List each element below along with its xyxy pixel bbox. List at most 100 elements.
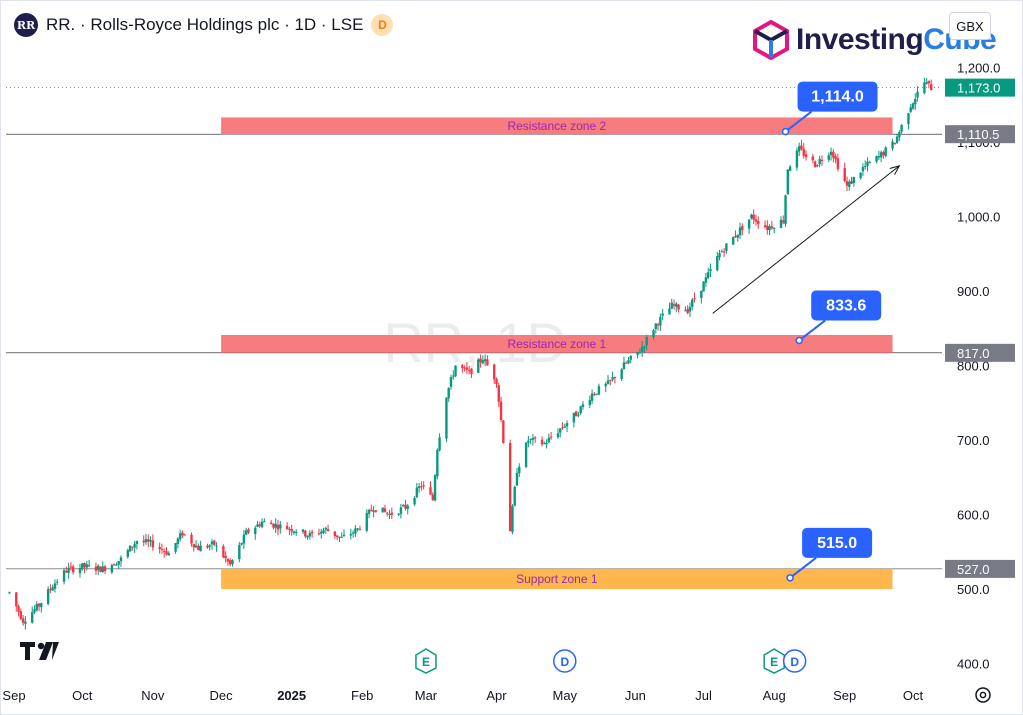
candle-body: [285, 525, 289, 530]
callout-label: 833.6: [826, 297, 866, 314]
candle-body: [397, 513, 400, 515]
candle-body: [417, 486, 421, 488]
candle-body: [386, 512, 389, 514]
candle-body: [725, 243, 728, 251]
candle-body: [672, 304, 676, 306]
candle-body: [741, 226, 744, 231]
candle-body: [900, 124, 903, 132]
dividend-event-icon: [553, 649, 577, 673]
candle-body: [629, 355, 632, 360]
candle-body: [112, 564, 116, 566]
candle-body: [818, 158, 821, 165]
candle-body: [438, 437, 441, 451]
candle-body: [561, 427, 564, 429]
candle-body: [413, 497, 416, 505]
dividend-event-label: D: [560, 655, 569, 669]
candle-body: [574, 411, 578, 417]
candle-body: [383, 508, 387, 512]
candle-body: [763, 225, 767, 227]
candle-body: [351, 532, 355, 534]
candle-body: [192, 544, 195, 548]
candle-body: [306, 535, 309, 538]
x-tick-label: Apr: [486, 688, 507, 703]
candle-body: [158, 547, 161, 549]
candle-body: [333, 531, 337, 537]
candle-body: [515, 472, 519, 486]
last-price-tag: [945, 78, 1015, 97]
earnings-event-icon: [415, 648, 437, 674]
candle-body: [144, 539, 148, 543]
candle-body: [670, 302, 673, 309]
candle-body: [907, 113, 910, 125]
candle-body: [390, 512, 394, 515]
candle-body: [215, 545, 218, 547]
candle-body: [420, 486, 423, 488]
x-tick-label: 2025: [277, 688, 306, 703]
candle-body: [565, 423, 569, 427]
callout-pointer: [798, 319, 826, 342]
candle-body: [497, 385, 500, 402]
candle-body: [208, 545, 211, 547]
candle-body: [877, 156, 881, 158]
candle-body: [199, 545, 202, 552]
candle-body: [813, 161, 817, 168]
candle-body: [174, 543, 177, 552]
candle-body: [31, 612, 34, 623]
candle-body: [866, 161, 869, 166]
settings-icon[interactable]: [974, 686, 992, 704]
candle-body: [652, 330, 655, 338]
x-tick-label: May: [552, 688, 577, 703]
last-price-tag-label: 1,173.0: [957, 81, 1000, 96]
candle-body: [467, 370, 471, 372]
candles: [8, 77, 933, 630]
candle-body: [254, 527, 257, 535]
candle-body: [722, 251, 726, 253]
candle-body: [274, 523, 277, 528]
candle-body: [401, 505, 405, 507]
candle-body: [222, 546, 225, 558]
candle-body: [898, 131, 901, 138]
chart-title[interactable]: RR. · Rolls-Royce Holdings plc · 1D · LS…: [46, 15, 364, 34]
x-tick-label: Oct: [903, 688, 924, 703]
price-line-tag-label: 1,110.5: [957, 127, 999, 142]
candle-body: [133, 544, 136, 548]
candle-body: [654, 323, 658, 330]
callout-box: [811, 290, 882, 321]
y-tick-label: 400.0: [957, 657, 990, 672]
currency-selector[interactable]: GBX: [949, 12, 991, 40]
candle-body: [864, 165, 867, 167]
candle-body: [911, 103, 915, 109]
callout-pointer: [789, 557, 817, 579]
candle-body: [848, 181, 851, 187]
callout-anchor: [786, 574, 794, 582]
candle-body: [486, 359, 489, 366]
candle-body: [754, 219, 758, 222]
candle-body: [625, 362, 628, 364]
candle-body: [638, 352, 642, 354]
candle-body: [288, 528, 291, 530]
y-tick-label: 600.0: [957, 508, 990, 523]
candle-body: [677, 304, 680, 310]
x-tick-label: Sep: [2, 688, 25, 703]
candle-body: [559, 428, 562, 433]
candle-body: [320, 531, 323, 534]
x-tick-label: Jun: [625, 688, 646, 703]
candle-body: [103, 566, 107, 572]
candle-body: [738, 227, 742, 236]
candle-body: [752, 214, 755, 220]
candle-body: [49, 588, 52, 590]
y-tick-label: 500.0: [957, 582, 990, 597]
callout-anchor: [781, 127, 790, 136]
candle-body: [21, 618, 25, 623]
candle-body: [581, 404, 585, 407]
candle-body: [802, 148, 805, 156]
candle-body: [197, 545, 200, 551]
candle-body: [852, 176, 856, 183]
candle-body: [147, 539, 150, 542]
candle-body: [431, 494, 434, 501]
candle-body: [322, 530, 325, 533]
candle-body: [310, 531, 314, 534]
delay-badge: D: [371, 14, 394, 36]
candle-body: [477, 359, 480, 373]
